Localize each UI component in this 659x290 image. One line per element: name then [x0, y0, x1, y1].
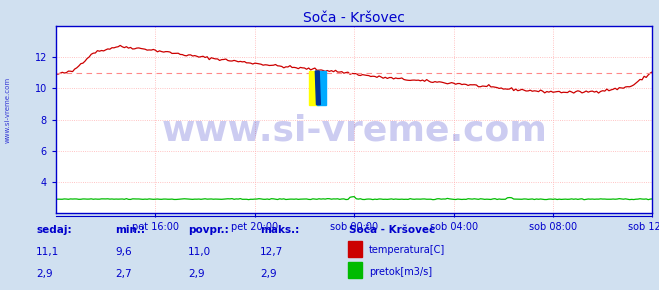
Text: 2,9: 2,9 [260, 269, 277, 279]
Title: Soča - Kršovec: Soča - Kršovec [303, 11, 405, 25]
Text: pretok[m3/s]: pretok[m3/s] [369, 267, 432, 277]
Text: maks.:: maks.: [260, 225, 300, 235]
Text: 2,9: 2,9 [36, 269, 53, 279]
Text: 9,6: 9,6 [115, 247, 132, 257]
Polygon shape [317, 71, 326, 105]
Text: Soča - Kršovec: Soča - Kršovec [349, 225, 436, 235]
Text: povpr.:: povpr.: [188, 225, 229, 235]
Text: 11,0: 11,0 [188, 247, 211, 257]
Text: 2,7: 2,7 [115, 269, 132, 279]
Text: 12,7: 12,7 [260, 247, 283, 257]
Text: sedaj:: sedaj: [36, 225, 72, 235]
Polygon shape [315, 71, 320, 105]
Text: min.:: min.: [115, 225, 146, 235]
Polygon shape [310, 71, 319, 105]
Text: 2,9: 2,9 [188, 269, 204, 279]
Text: 11,1: 11,1 [36, 247, 59, 257]
Text: www.si-vreme.com: www.si-vreme.com [5, 77, 11, 143]
Text: temperatura[C]: temperatura[C] [369, 245, 445, 255]
Text: www.si-vreme.com: www.si-vreme.com [161, 114, 547, 148]
